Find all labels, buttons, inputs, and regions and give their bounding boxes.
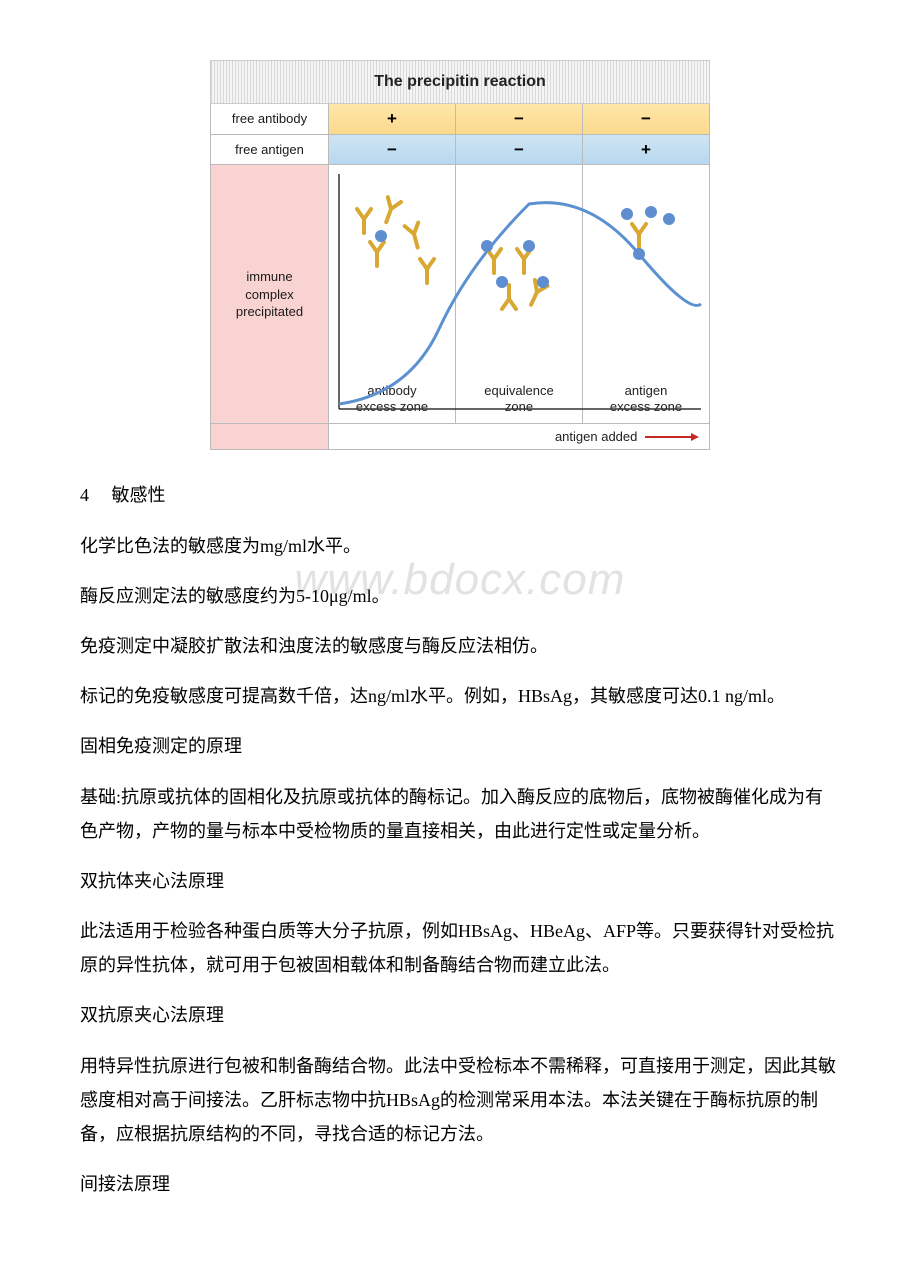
row-label-antibody: free antibody	[211, 104, 329, 134]
zone0-label: antibody excess zone	[329, 383, 455, 416]
zone1-antigen-sign: −	[456, 134, 582, 164]
heading-indirect: 间接法原理	[80, 1167, 840, 1201]
para-double-antibody: 此法适用于检验各种蛋白质等大分子抗原，例如HBsAg、HBeAg、AFP等。只要…	[80, 914, 840, 982]
para-gel: 免疫测定中凝胶扩散法和浊度法的敏感度与酶反应法相仿。	[80, 629, 840, 663]
row-label-antigen: free antigen	[211, 134, 329, 164]
para-colorimetric: 化学比色法的敏感度为mg/ml水平。	[80, 529, 840, 563]
heading-double-antigen: 双抗原夹心法原理	[80, 998, 840, 1032]
para-basis: 基础:抗原或抗体的固相化及抗原或抗体的酶标记。加入酶反应的底物后，底物被酶催化成…	[80, 780, 840, 848]
row-label-complex: immune complex precipitated	[211, 164, 329, 423]
zone1-label: equivalence zone	[456, 383, 582, 416]
diagram-title: The precipitin reaction	[210, 60, 710, 104]
arrow-right-icon	[645, 432, 699, 442]
para-enzyme: 酶反应测定法的敏感度约为5-10μg/ml。	[80, 579, 840, 613]
heading-solidphase: 固相免疫测定的原理	[80, 729, 840, 763]
zone2-label: antigen excess zone	[583, 383, 709, 416]
precipitin-diagram: The precipitin reaction free antibody fr…	[80, 60, 840, 450]
zone2-antibody-sign: −	[583, 104, 709, 134]
heading-double-antibody: 双抗体夹心法原理	[80, 864, 840, 898]
zone2-antigen-sign: +	[583, 134, 709, 164]
x-axis-label: antigen added	[329, 425, 709, 450]
zone1-antibody-sign: −	[456, 104, 582, 134]
zone0-antigen-sign: −	[329, 134, 455, 164]
zone0-antibody-sign: +	[329, 104, 455, 134]
para-labeled: 标记的免疫敏感度可提高数千倍，达ng/ml水平。例如，HBsAg，其敏感度可达0…	[80, 679, 840, 713]
section-heading-sensitivity: 4 敏感性	[80, 478, 840, 512]
para-double-antigen: 用特异性抗原进行包被和制备酶结合物。此法中受检标本不需稀释，可直接用于测定，因此…	[80, 1049, 840, 1152]
